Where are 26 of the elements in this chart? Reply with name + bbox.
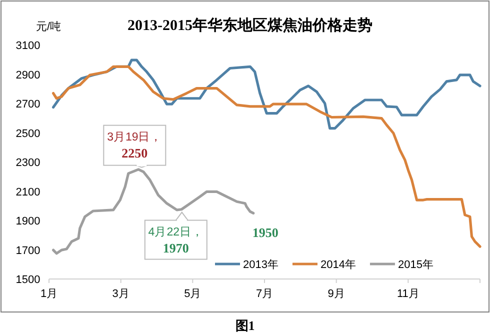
x-tick-label: 3月 <box>112 288 130 300</box>
y-tick-label: 2500 <box>16 128 40 140</box>
y-tick-label: 3100 <box>16 40 40 52</box>
annotation: 4月22日， 1970 <box>148 225 204 256</box>
x-tick-label: 9月 <box>328 288 345 300</box>
x-tick-label: 7月 <box>256 288 274 300</box>
chart-title: 2013-2015年华东地区煤焦油价格走势 <box>128 16 372 34</box>
annotation: 4月22日， 1970 <box>144 211 208 260</box>
x-tick-label: 5月 <box>184 288 202 300</box>
y-tick-label: 2900 <box>16 69 40 82</box>
annotation: 3月19日， 2250 <box>103 124 166 168</box>
legend-label: 2014年 <box>320 259 356 271</box>
legend-label: 2013年 <box>243 259 278 271</box>
y-tick-label: 1700 <box>16 244 40 257</box>
x-tick-label: 11月 <box>396 288 420 300</box>
annotation: 1950 <box>252 225 278 240</box>
y-tick-label: 1500 <box>16 274 40 286</box>
annotation: 3月19日， 2250 <box>107 130 162 160</box>
y-tick-label: 2100 <box>16 186 40 198</box>
legend-label: 2015年 <box>398 259 434 271</box>
y-tick-label: 2300 <box>16 157 40 169</box>
y-tick-label: 2700 <box>16 98 40 110</box>
y-tick-label: 1900 <box>16 216 40 228</box>
y-axis-title: 元/吨 <box>36 20 62 33</box>
x-tick-label: 1月 <box>40 288 58 300</box>
caption: 图1 <box>235 318 255 333</box>
